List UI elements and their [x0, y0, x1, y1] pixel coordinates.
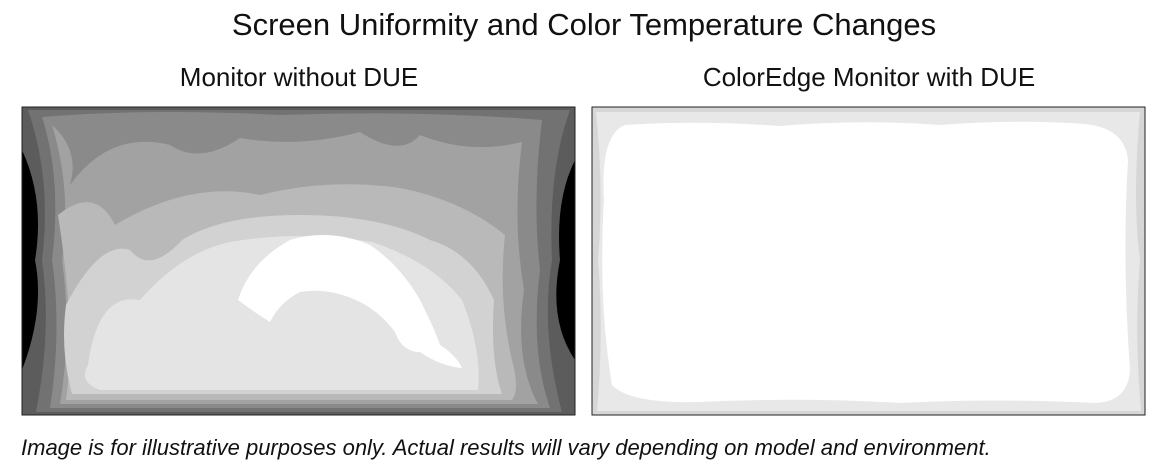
uniformity-map-with-due [591, 106, 1146, 416]
footnote: Image is for illustrative purposes only.… [21, 435, 991, 460]
title: Screen Uniformity and Color Temperature … [232, 7, 936, 42]
uniformity-map-without-due [21, 106, 576, 416]
panel-label: ColorEdge Monitor with DUE [703, 62, 1035, 92]
panel-label: Monitor without DUE [180, 62, 418, 92]
